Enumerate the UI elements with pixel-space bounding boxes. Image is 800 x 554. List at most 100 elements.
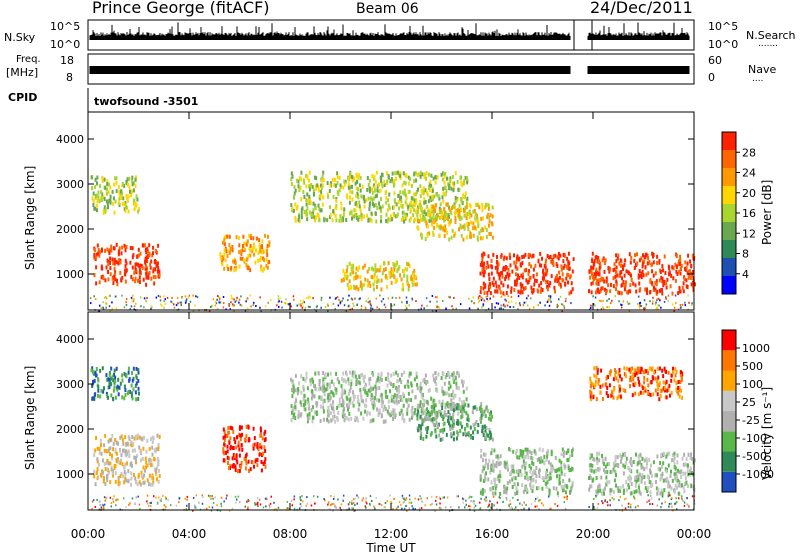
- data-cell: [387, 378, 390, 382]
- data-cell: [487, 202, 490, 207]
- data-cell: [252, 446, 255, 451]
- data-cell: [311, 393, 314, 398]
- data-cell: [496, 289, 499, 294]
- data-cell: [413, 198, 416, 203]
- data-cell: [232, 303, 234, 306]
- data-cell: [455, 385, 458, 390]
- data-cell: [397, 384, 400, 389]
- data-cell: [434, 379, 437, 384]
- data-cell: [265, 257, 268, 262]
- data-cell: [488, 223, 490, 228]
- data-cell: [393, 205, 396, 210]
- data-cell: [470, 435, 473, 440]
- data-cell: [133, 198, 136, 203]
- data-cell: [481, 236, 484, 241]
- data-cell: [611, 299, 613, 302]
- data-cell: [391, 305, 393, 307]
- data-cell: [107, 269, 109, 274]
- data-cell: [362, 387, 365, 392]
- data-cell: [441, 177, 444, 182]
- data-cell: [559, 282, 562, 287]
- data-cell: [228, 456, 230, 461]
- data-cell: [675, 264, 678, 269]
- data-cell: [261, 436, 264, 441]
- data-cell: [317, 214, 320, 219]
- data-cell: [481, 297, 484, 300]
- data-cell: [338, 218, 341, 223]
- data-cell: [175, 304, 178, 307]
- data-cell: [478, 205, 481, 210]
- data-cell: [113, 266, 116, 271]
- data-cell: [373, 272, 376, 277]
- data-cell: [420, 409, 423, 414]
- data-cell: [102, 306, 104, 309]
- data-cell: [508, 272, 511, 277]
- data-cell: [369, 303, 372, 306]
- data-cell: [228, 440, 231, 445]
- data-cell: [409, 202, 411, 207]
- data-cell: [361, 184, 364, 189]
- data-cell: [422, 411, 425, 416]
- data-cell: [387, 198, 389, 203]
- data-cell: [471, 410, 474, 415]
- data-cell: [302, 397, 305, 402]
- data-cell: [481, 257, 484, 262]
- data-cell: [308, 411, 311, 416]
- data-cell: [347, 185, 350, 190]
- data-cell: [355, 382, 358, 386]
- data-cell: [131, 189, 133, 194]
- data-cell: [454, 393, 457, 398]
- data-cell: [560, 264, 563, 269]
- data-cell: [434, 413, 437, 418]
- data-cell: [570, 302, 572, 305]
- data-cell: [496, 269, 499, 274]
- data-cell: [482, 251, 485, 256]
- data-cell: [440, 214, 443, 219]
- data-cell: [184, 301, 187, 304]
- data-cell: [226, 449, 229, 454]
- data-cell: [659, 299, 661, 302]
- data-cell: [378, 308, 380, 310]
- data-cell: [487, 212, 490, 217]
- data-cell: [429, 179, 432, 184]
- data-cell: [127, 434, 130, 439]
- data-cell: [335, 199, 338, 203]
- data-cell: [487, 272, 490, 277]
- data-cell: [590, 281, 593, 286]
- data-cell: [419, 213, 422, 218]
- data-cell: [468, 234, 471, 239]
- data-cell: [434, 296, 437, 299]
- data-cell: [533, 282, 536, 287]
- data-cell: [428, 182, 431, 187]
- data-cell: [396, 401, 399, 406]
- data-cell: [373, 188, 376, 193]
- data-cell: [150, 276, 153, 281]
- data-cell: [310, 396, 313, 401]
- data-cell: [407, 262, 410, 267]
- data-cell: [280, 300, 283, 303]
- data-cell: [138, 435, 141, 440]
- data-cell: [157, 294, 160, 297]
- data-cell: [308, 194, 311, 199]
- data-cell: [339, 183, 342, 188]
- data-cell: [554, 278, 557, 283]
- data-cell: [281, 306, 283, 309]
- data-cell: [238, 250, 241, 255]
- data-cell: [636, 302, 639, 305]
- data-cell: [392, 213, 395, 218]
- data-cell: [348, 398, 351, 403]
- data-cell: [343, 406, 346, 411]
- data-cell: [376, 378, 379, 383]
- data-cell: [446, 176, 448, 181]
- data-cell: [679, 266, 682, 271]
- data-cell: [142, 480, 145, 485]
- data-cell: [646, 261, 649, 266]
- data-cell: [688, 269, 691, 274]
- data-cell: [374, 388, 377, 393]
- data-cell: [136, 433, 139, 438]
- data-cell: [363, 263, 366, 268]
- data-cell: [472, 226, 475, 231]
- data-cell: [449, 402, 452, 407]
- data-cell: [636, 252, 638, 257]
- data-cell: [605, 276, 608, 281]
